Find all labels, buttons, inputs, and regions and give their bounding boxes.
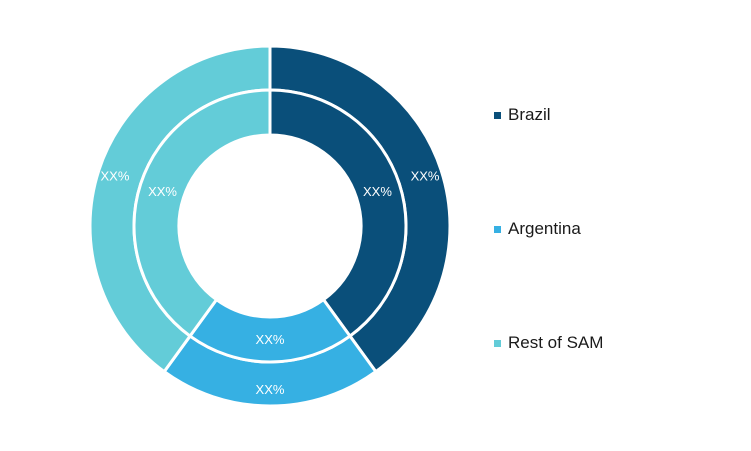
legend-item-brazil: Brazil [494,104,551,126]
legend-item-rest-of-sam: Rest of SAM [494,332,603,354]
chart-legend: Brazil Argentina Rest of SAM [494,0,734,451]
inner-data-label-rest-of-sam: XX% [148,184,177,199]
outer-data-label-brazil: XX% [411,169,440,184]
legend-swatch-argentina [494,225,501,233]
legend-label-argentina: Argentina [508,219,581,238]
inner-slice-rest-of-sam [132,88,272,339]
legend-item-argentina: Argentina [494,218,581,240]
outer-data-label-argentina: XX% [256,382,285,397]
legend-label-brazil: Brazil [508,105,551,124]
legend-swatch-rest-of-sam [494,339,501,347]
legend-swatch-brazil [494,111,501,119]
inner-slice-brazil [268,88,408,339]
legend-label-rest-of-sam: Rest of SAM [508,333,604,352]
outer-data-label-rest-of-sam: XX% [101,169,130,184]
inner-data-label-argentina: XX% [256,332,285,347]
inner-data-label-brazil: XX% [363,184,392,199]
